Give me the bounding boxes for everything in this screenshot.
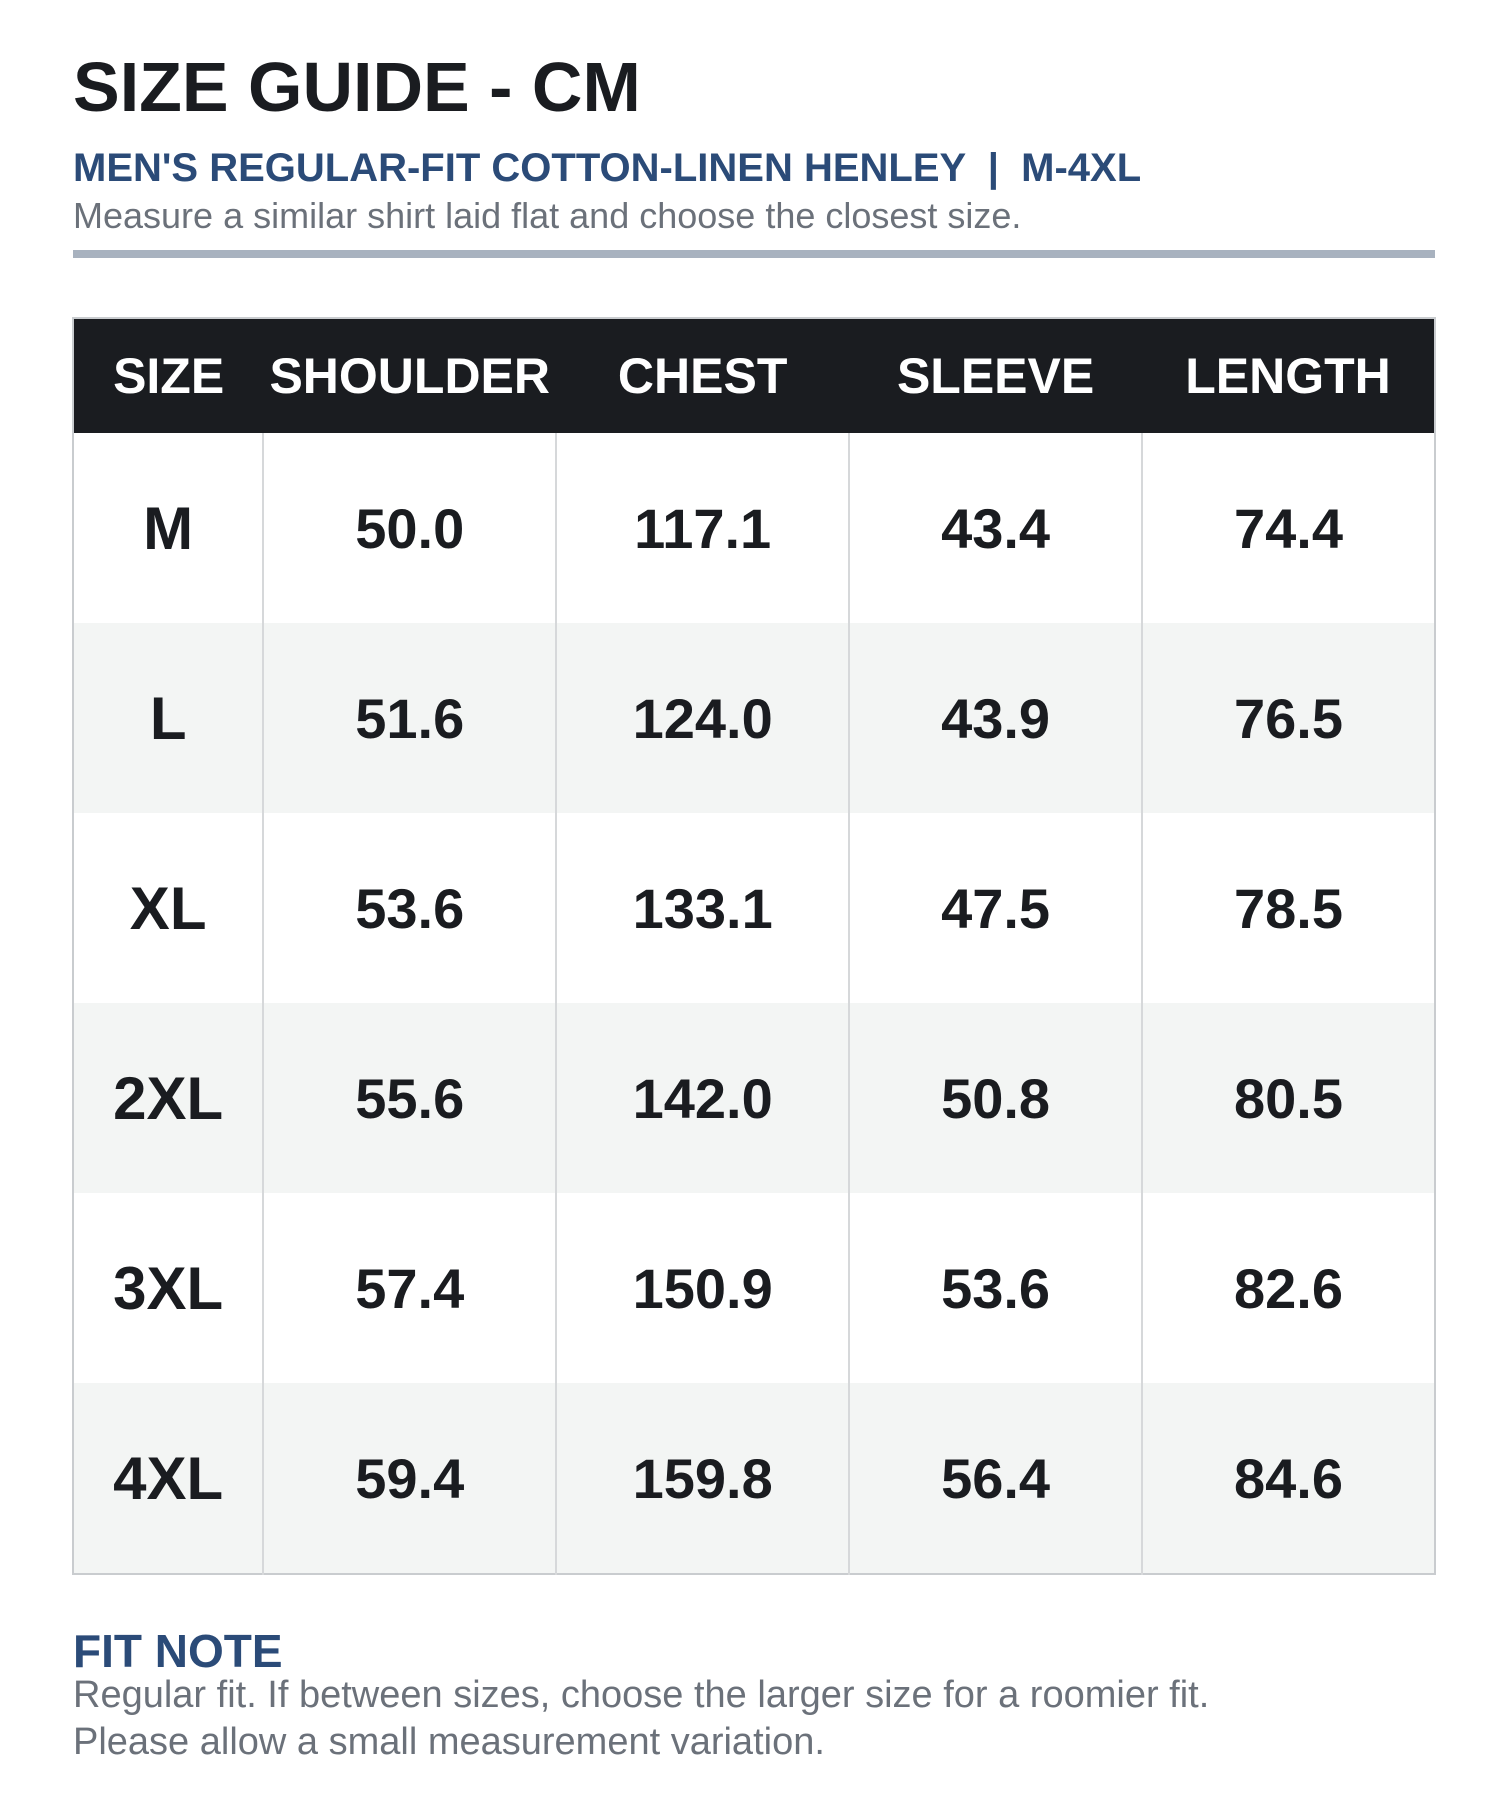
length-cell: 76.5	[1141, 623, 1435, 813]
column-header-chest: CHEST	[556, 318, 850, 433]
column-header-sleeve: SLEEVE	[849, 318, 1143, 433]
header-divider	[73, 250, 1435, 258]
size-cell: M	[73, 433, 264, 623]
size-cell: L	[73, 623, 264, 813]
sleeve-cell: 43.4	[848, 433, 1143, 623]
product-subtitle: MEN'S REGULAR-FIT COTTON-LINEN HENLEY | …	[73, 146, 1142, 190]
fit-note-line: Regular fit. If between sizes, choose th…	[73, 1674, 1210, 1716]
table-header-row: SIZE SHOULDER CHEST SLEEVE LENGTH	[73, 318, 1435, 433]
sleeve-cell: 50.8	[848, 1003, 1143, 1193]
chest-cell: 117.1	[555, 433, 850, 623]
shoulder-cell: 53.6	[262, 813, 557, 1003]
column-header-length: LENGTH	[1142, 318, 1435, 433]
sleeve-cell: 43.9	[848, 623, 1143, 813]
measure-instructions: Measure a similar shirt laid flat and ch…	[73, 195, 1022, 236]
size-cell: 2XL	[73, 1003, 264, 1193]
shoulder-cell: 50.0	[262, 433, 557, 623]
shoulder-cell: 59.4	[262, 1383, 557, 1574]
sleeve-cell: 47.5	[848, 813, 1143, 1003]
table-row: M 50.0 117.1 43.4 74.4	[73, 433, 1435, 623]
table-row: 2XL 55.6 142.0 50.8 80.5	[73, 1003, 1435, 1193]
sleeve-cell: 56.4	[848, 1383, 1143, 1574]
column-header-size: SIZE	[73, 318, 264, 433]
chest-cell: 133.1	[555, 813, 850, 1003]
length-cell: 82.6	[1141, 1193, 1435, 1383]
length-cell: 74.4	[1141, 433, 1435, 623]
table-row: L 51.6 124.0 43.9 76.5	[73, 623, 1435, 813]
shoulder-cell: 55.6	[262, 1003, 557, 1193]
length-cell: 84.6	[1141, 1383, 1435, 1574]
chest-cell: 124.0	[555, 623, 850, 813]
fit-note-line: Please allow a small measurement variati…	[73, 1721, 825, 1763]
sleeve-cell: 53.6	[848, 1193, 1143, 1383]
page-title: SIZE GUIDE - CM	[73, 48, 641, 126]
table-row: 4XL 59.4 159.8 56.4 84.6	[73, 1383, 1435, 1574]
size-cell: 4XL	[73, 1383, 264, 1574]
shoulder-cell: 51.6	[262, 623, 557, 813]
chest-cell: 159.8	[555, 1383, 850, 1574]
shoulder-cell: 57.4	[262, 1193, 557, 1383]
fit-note-heading: FIT NOTE	[73, 1625, 283, 1677]
size-cell: XL	[73, 813, 264, 1003]
chest-cell: 150.9	[555, 1193, 850, 1383]
length-cell: 78.5	[1141, 813, 1435, 1003]
chest-cell: 142.0	[555, 1003, 850, 1193]
column-header-shoulder: SHOULDER	[263, 318, 557, 433]
length-cell: 80.5	[1141, 1003, 1435, 1193]
size-table: SIZE SHOULDER CHEST SLEEVE LENGTH M 50.0…	[72, 317, 1436, 1575]
size-cell: 3XL	[73, 1193, 264, 1383]
table-row: 3XL 57.4 150.9 53.6 82.6	[73, 1193, 1435, 1383]
table-row: XL 53.6 133.1 47.5 78.5	[73, 813, 1435, 1003]
